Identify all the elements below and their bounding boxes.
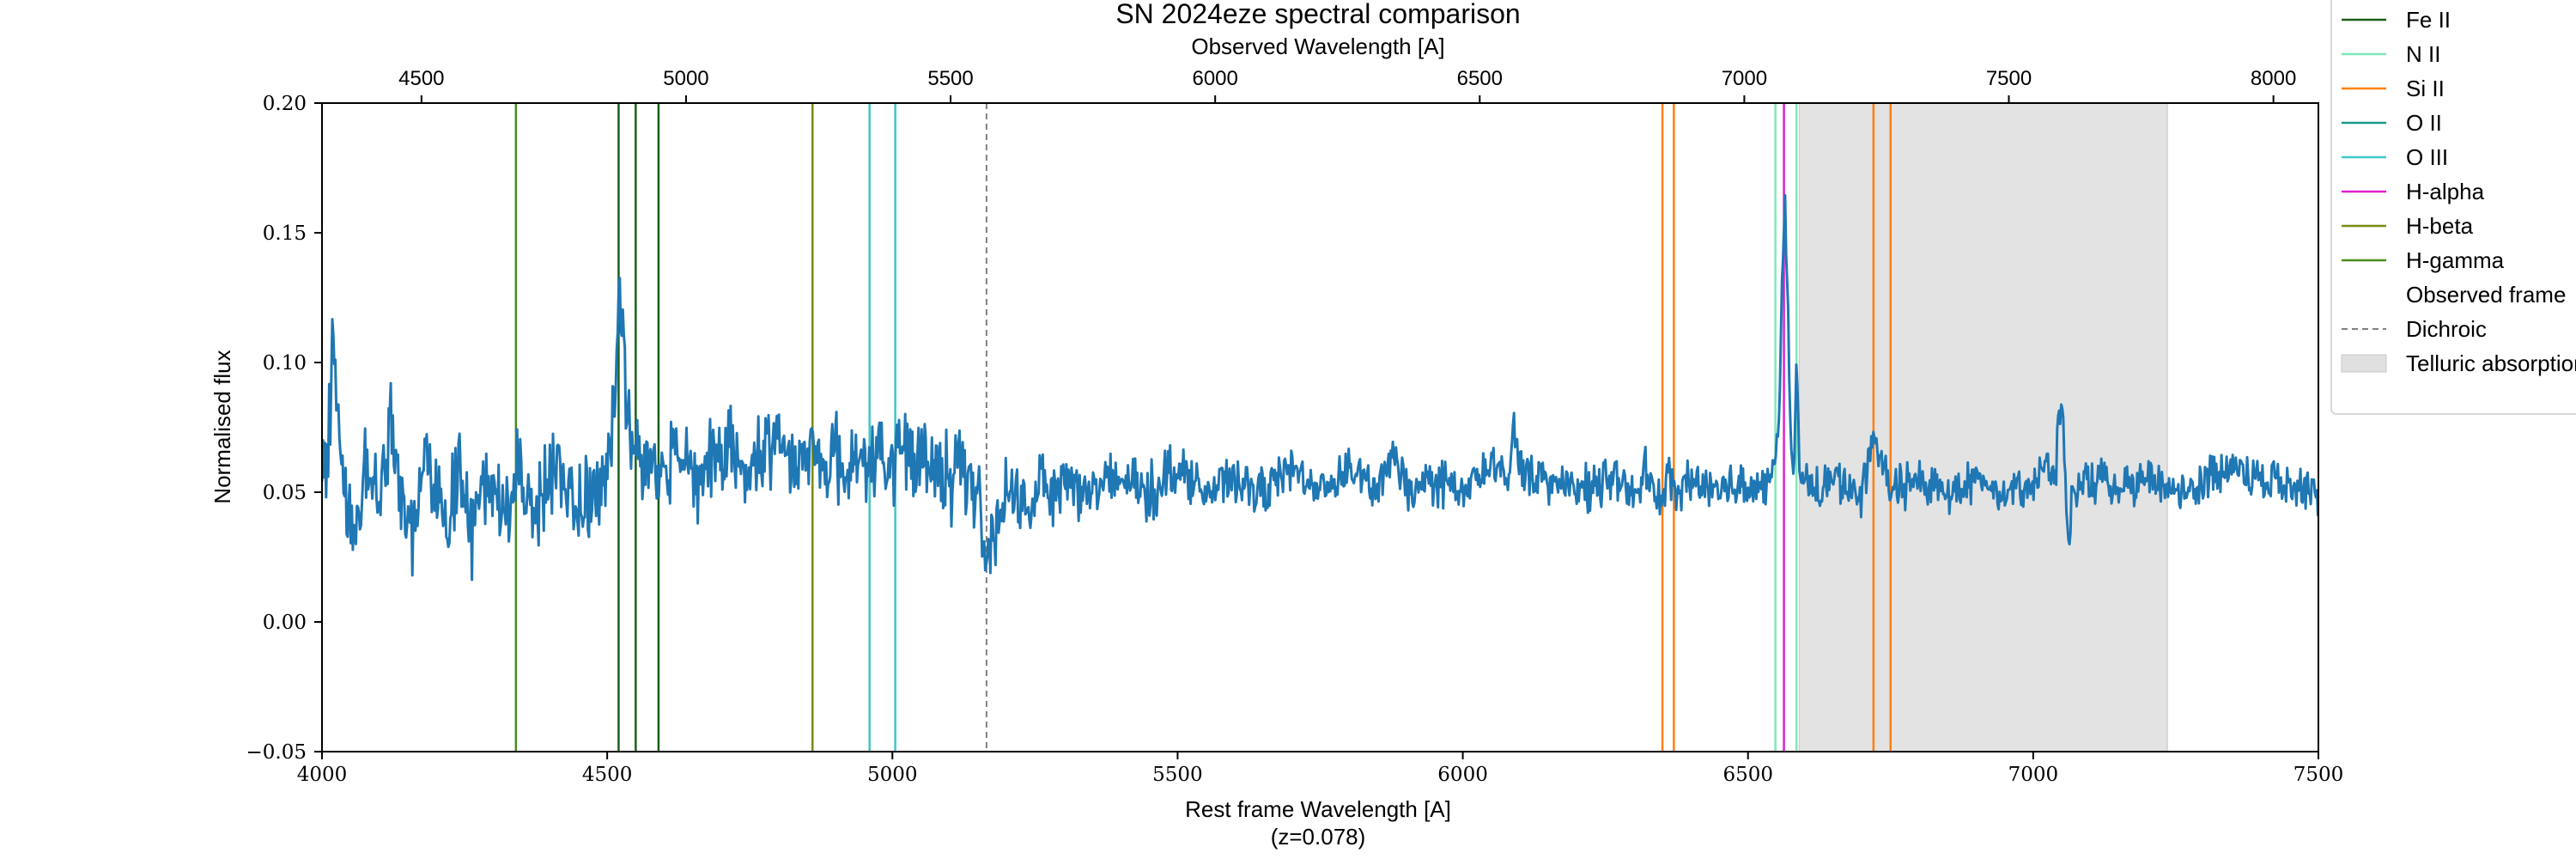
telluric-band — [1798, 102, 2168, 752]
x-tick-label: 5000 — [867, 764, 918, 786]
legend-label-10: Telluric absorption — [2406, 350, 2576, 376]
x-tick-label: 6000 — [1437, 764, 1488, 786]
legend-label-7: H-gamma — [2406, 247, 2505, 273]
x-axis-sublabel: (z=0.078) — [1271, 824, 1366, 850]
y-tick-label: 0.00 — [263, 612, 307, 634]
top-tick-label: 5000 — [663, 67, 708, 90]
plot-frame — [321, 102, 2319, 752]
chart-title: SN 2024eze spectral comparison — [1115, 0, 1520, 29]
x-tick-label: 4000 — [297, 764, 348, 786]
top-tick-label: 7000 — [1722, 67, 1767, 90]
top-tick-label: 7500 — [1986, 67, 2032, 90]
legend-label-3: O II — [2406, 110, 2442, 136]
x-tick-label: 7000 — [2008, 764, 2059, 786]
legend-label-0: Fe II — [2406, 7, 2451, 33]
legend-label-6: H-beta — [2406, 213, 2474, 239]
y-tick-label: 0.20 — [263, 93, 307, 115]
y-tick-label: 0.10 — [263, 352, 307, 375]
x-tick-label: 6500 — [1722, 764, 1773, 786]
legend-swatch-10 — [2341, 354, 2387, 373]
legend-label-1: N II — [2406, 41, 2440, 67]
top-tick-label: 6000 — [1192, 67, 1237, 90]
legend-label-9: Dichroic — [2406, 316, 2487, 342]
legend-label-4: O III — [2406, 144, 2448, 170]
y-tick-label: 0.05 — [263, 482, 307, 504]
y-tick-label: −0.05 — [246, 741, 307, 764]
legend-frame — [2330, 0, 2576, 415]
spectrum-layer — [322, 193, 2318, 582]
x-tick-label: 7500 — [2293, 764, 2344, 786]
x-tick-label: 4500 — [582, 764, 633, 786]
line-marker-layer — [514, 103, 1893, 752]
legend-label-5: H-alpha — [2406, 179, 2485, 204]
y-tick-label: 0.15 — [263, 222, 307, 245]
top-tick-label: 6500 — [1457, 67, 1503, 90]
top-tick-label: 4500 — [398, 67, 444, 90]
ticks-layer: 4000 4500 5000 5500 6000 6500 7000 7500 4500 5000… — [246, 67, 2344, 786]
spectrum-line — [322, 193, 2318, 582]
x-tick-label: 5500 — [1152, 764, 1203, 786]
top-tick-label: 8000 — [2251, 67, 2296, 90]
legend: Fe II N II Si II O II O III H-alpha H-beta H-ga… — [2330, 0, 2576, 415]
top-axis-label: Observed Wavelength [A] — [1191, 34, 1444, 59]
x-axis-label: Rest frame Wavelength [A] — [1185, 796, 1451, 822]
legend-label-2: Si II — [2406, 76, 2445, 101]
telluric-band-layer — [1798, 102, 2168, 752]
y-axis-label: Normalised flux — [210, 350, 235, 503]
top-tick-label: 5500 — [927, 67, 973, 90]
legend-label-8: Observed frame — [2406, 282, 2566, 308]
